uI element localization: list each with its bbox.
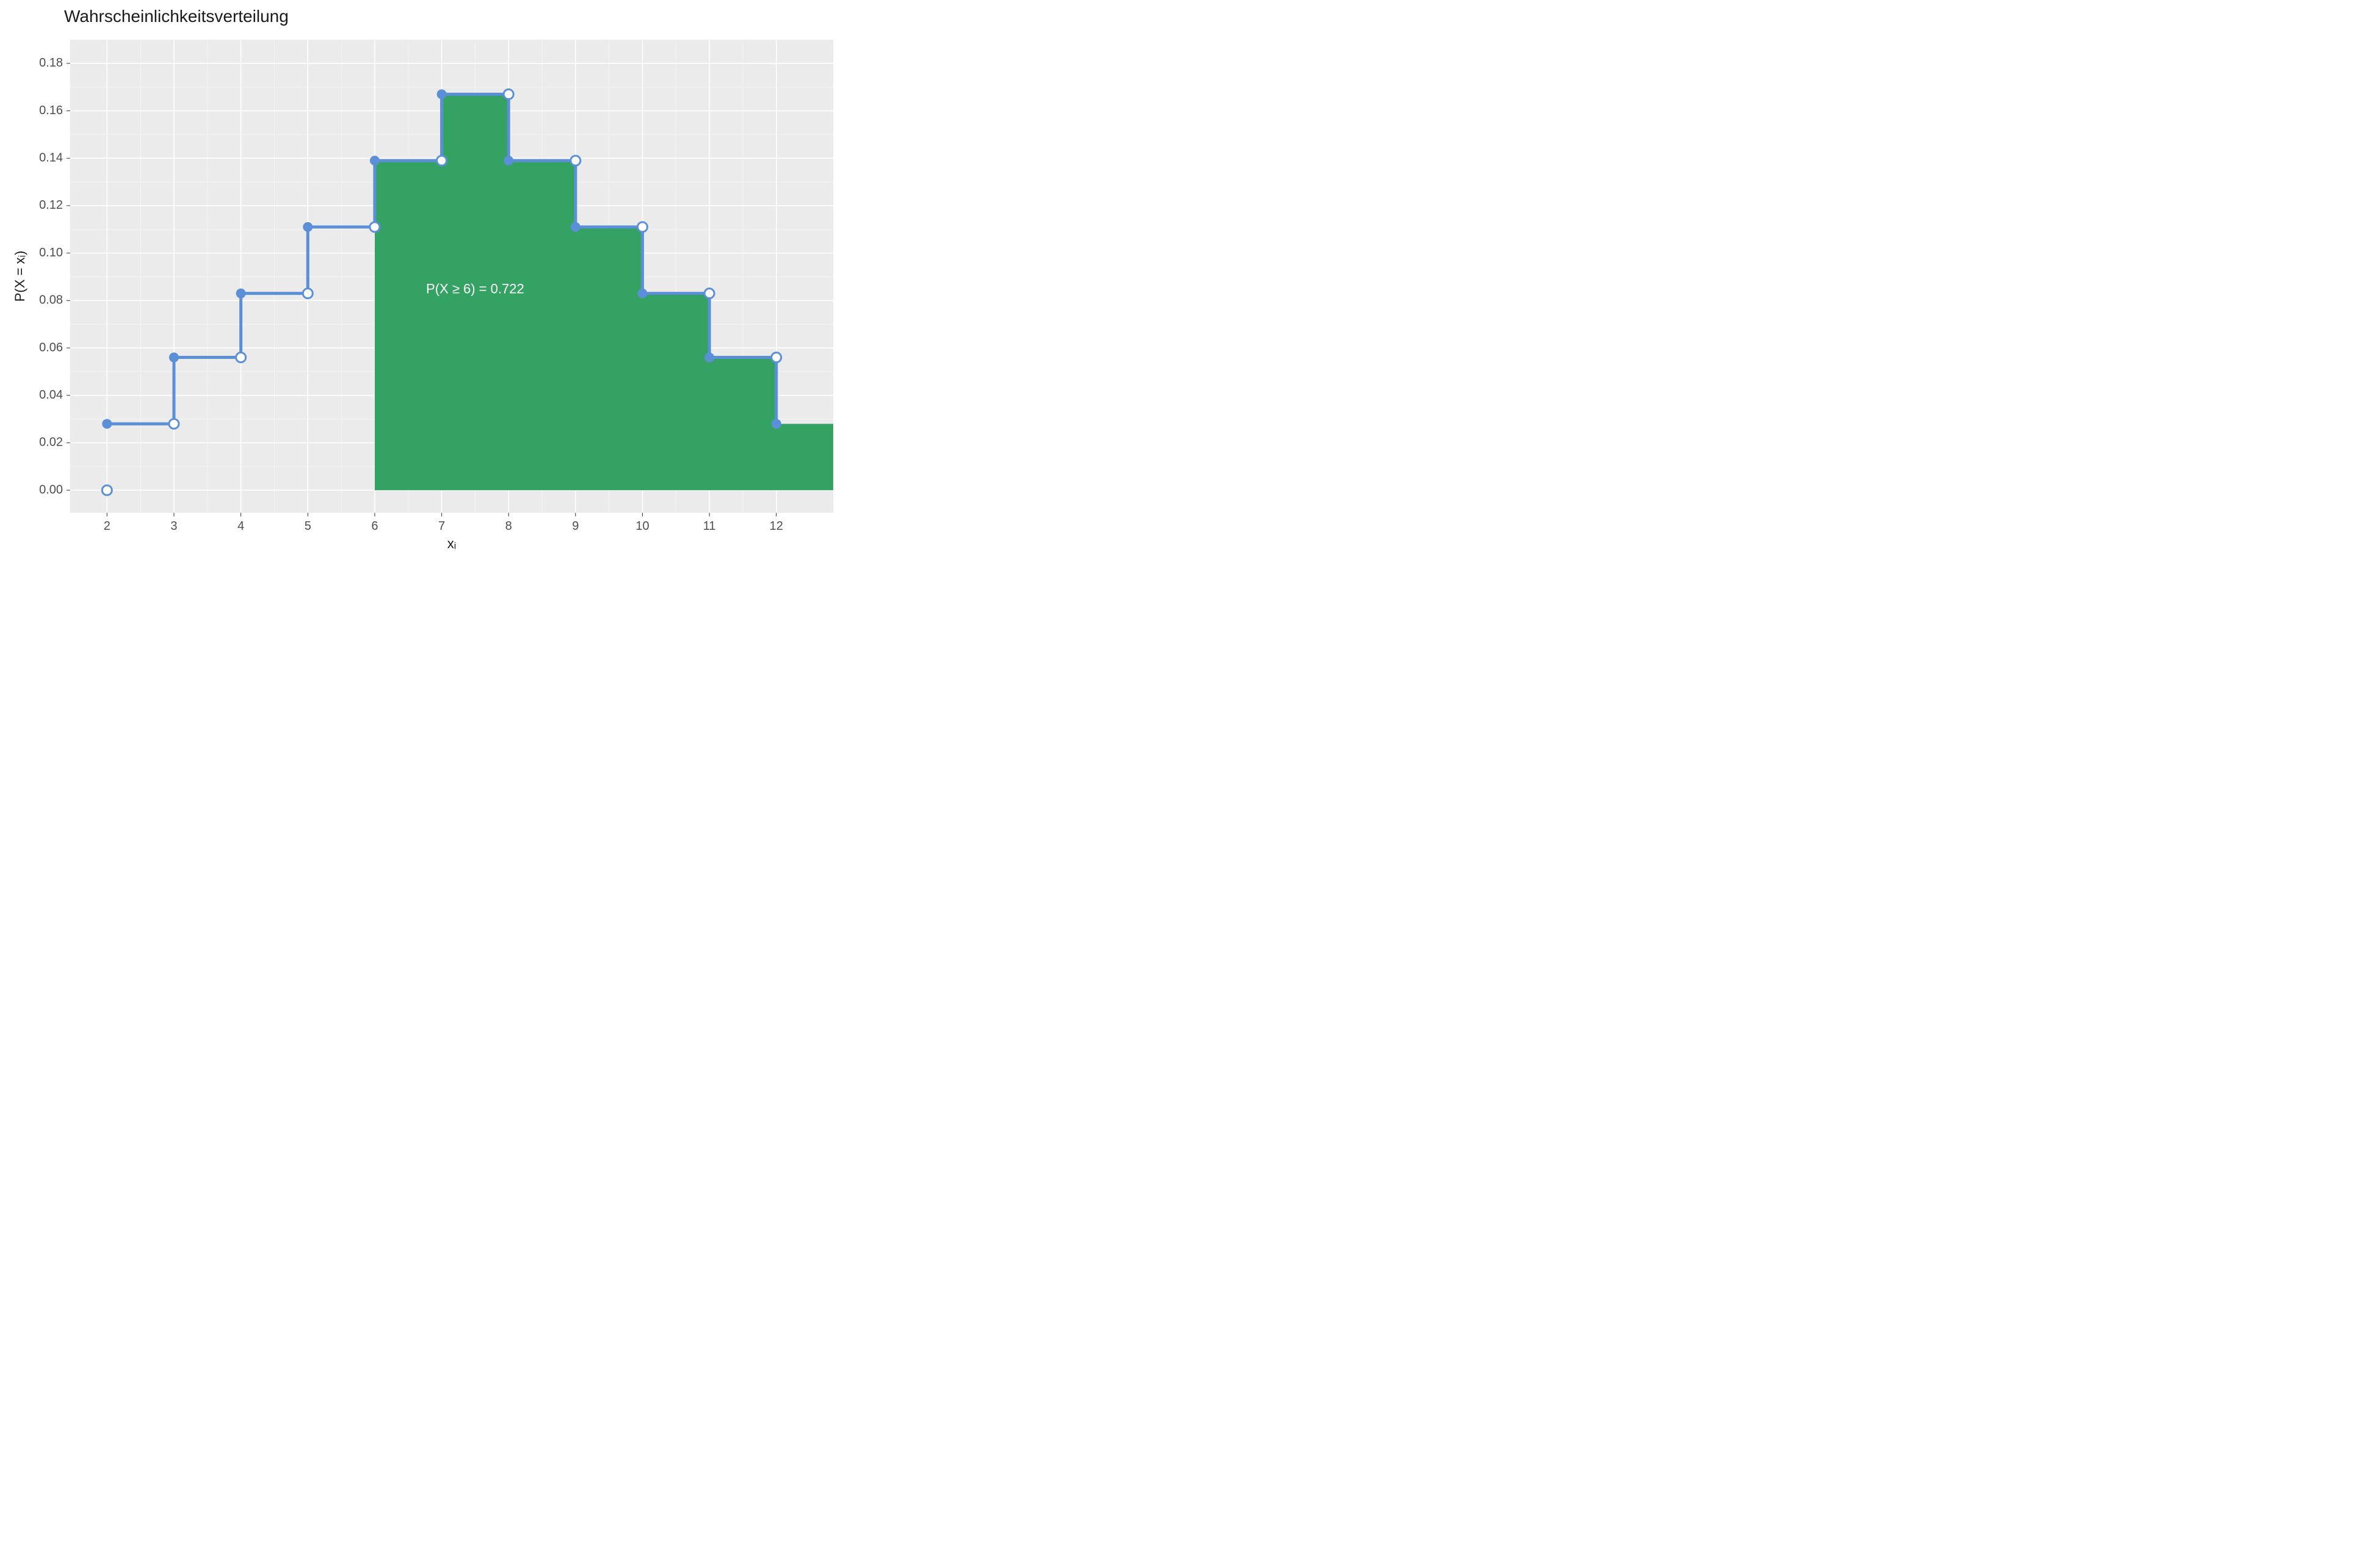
x-tick-label: 12	[770, 519, 783, 533]
x-tick-label: 5	[305, 519, 311, 533]
open-marker	[772, 353, 781, 363]
y-tick-label: 0.16	[39, 104, 63, 117]
x-tick-label: 4	[237, 519, 244, 533]
closed-marker	[437, 89, 447, 99]
x-tick-label: 9	[572, 519, 579, 533]
open-marker	[638, 222, 648, 232]
x-tick-label: 3	[170, 519, 177, 533]
x-tick-label: 8	[505, 519, 512, 533]
closed-marker	[169, 353, 179, 363]
open-marker	[236, 353, 246, 363]
y-tick-label: 0.08	[39, 294, 63, 307]
closed-marker	[504, 156, 513, 165]
closed-marker	[303, 222, 313, 232]
chart-container: 2 3 4 5 6 7 8 9 10 11 12 0.00 0.02 0.04 0.06 0.08 0.10 0.…	[0, 0, 842, 553]
closed-marker	[370, 156, 380, 165]
open-marker	[704, 289, 714, 298]
y-tick-label: 0.00	[39, 483, 63, 496]
chart-title: Wahrscheinlichkeitsverteilung	[64, 7, 289, 26]
x-tick-label: 6	[371, 519, 378, 533]
x-tick-label: 7	[438, 519, 445, 533]
open-marker	[571, 156, 581, 165]
closed-marker	[638, 289, 648, 298]
open-marker	[370, 222, 380, 232]
open-marker	[504, 89, 513, 99]
open-marker	[303, 289, 313, 298]
y-tick-label: 0.14	[39, 151, 63, 165]
y-tick-label: 0.02	[39, 436, 63, 449]
closed-marker	[236, 289, 246, 298]
x-tick-label: 11	[703, 519, 716, 533]
x-axis-label: xᵢ	[447, 536, 456, 551]
open-marker	[169, 419, 179, 428]
open-marker	[102, 485, 112, 495]
probability-step-chart: 2 3 4 5 6 7 8 9 10 11 12 0.00 0.02 0.04 0.06 0.08 0.10 0.…	[0, 0, 842, 553]
y-tick-label: 0.06	[39, 341, 63, 354]
y-tick-label: 0.10	[39, 246, 63, 259]
y-axis-label: P(X = xᵢ)	[12, 251, 27, 302]
closed-marker	[704, 353, 714, 363]
open-marker	[437, 156, 447, 165]
x-tick-label: 10	[635, 519, 649, 533]
closed-marker	[102, 419, 112, 428]
closed-marker	[772, 419, 781, 428]
closed-marker	[571, 222, 581, 232]
y-tick-label: 0.18	[39, 56, 63, 70]
y-tick-label: 0.12	[39, 198, 63, 212]
y-tick-label: 0.04	[39, 388, 63, 402]
x-tick-label: 2	[104, 519, 110, 533]
annotation-text: P(X ≥ 6) = 0.722	[426, 281, 524, 297]
